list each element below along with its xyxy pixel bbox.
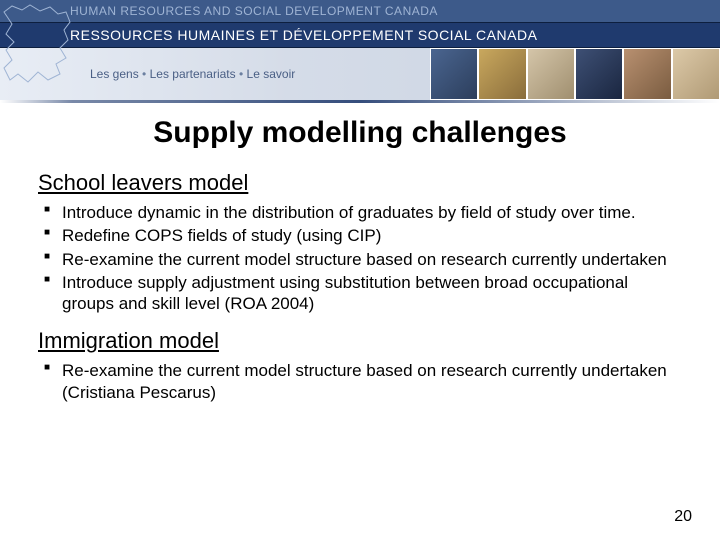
header-photo bbox=[575, 48, 623, 100]
header-underline bbox=[0, 100, 720, 103]
header-bottom-band: Les gens • Les partenariats • Le savoir bbox=[0, 48, 720, 100]
slide-title: Supply modelling challenges bbox=[38, 116, 682, 150]
tagline-part-1: Les gens bbox=[90, 67, 139, 81]
header-tagline: Les gens • Les partenariats • Le savoir bbox=[0, 67, 295, 81]
section-heading: School leavers model bbox=[38, 170, 682, 196]
slide-content: Supply modelling challenges School leave… bbox=[0, 108, 720, 540]
bullet-item: Introduce supply adjustment using substi… bbox=[38, 272, 682, 315]
tagline-part-2: Les partenariats bbox=[150, 67, 236, 81]
header-photo bbox=[672, 48, 720, 100]
tagline-part-3: Le savoir bbox=[247, 67, 296, 81]
section-heading: Immigration model bbox=[38, 328, 682, 354]
bullet-item: Introduce dynamic in the distribution of… bbox=[38, 202, 682, 223]
tagline-separator-icon: • bbox=[239, 67, 247, 81]
bullet-item: Redefine COPS fields of study (using CIP… bbox=[38, 225, 682, 246]
header-photo bbox=[527, 48, 575, 100]
header-photo bbox=[623, 48, 671, 100]
bullet-item: Re-examine the current model structure b… bbox=[38, 360, 682, 403]
header-top-band: HUMAN RESOURCES AND SOCIAL DEVELOPMENT C… bbox=[0, 0, 720, 22]
bullet-list: Re-examine the current model structure b… bbox=[38, 360, 682, 403]
header-mid-band: RESSOURCES HUMAINES ET DÉVELOPPEMENT SOC… bbox=[0, 22, 720, 48]
page-number: 20 bbox=[674, 508, 692, 526]
header-mid-text: RESSOURCES HUMAINES ET DÉVELOPPEMENT SOC… bbox=[70, 27, 537, 43]
header-top-text: HUMAN RESOURCES AND SOCIAL DEVELOPMENT C… bbox=[70, 4, 438, 18]
header-photo-strip bbox=[430, 48, 720, 100]
bullet-list: Introduce dynamic in the distribution of… bbox=[38, 202, 682, 314]
header-photo bbox=[478, 48, 526, 100]
slide: HUMAN RESOURCES AND SOCIAL DEVELOPMENT C… bbox=[0, 0, 720, 540]
bullet-item: Re-examine the current model structure b… bbox=[38, 249, 682, 270]
tagline-separator-icon: • bbox=[142, 67, 150, 81]
slide-header: HUMAN RESOURCES AND SOCIAL DEVELOPMENT C… bbox=[0, 0, 720, 100]
header-photo bbox=[430, 48, 478, 100]
